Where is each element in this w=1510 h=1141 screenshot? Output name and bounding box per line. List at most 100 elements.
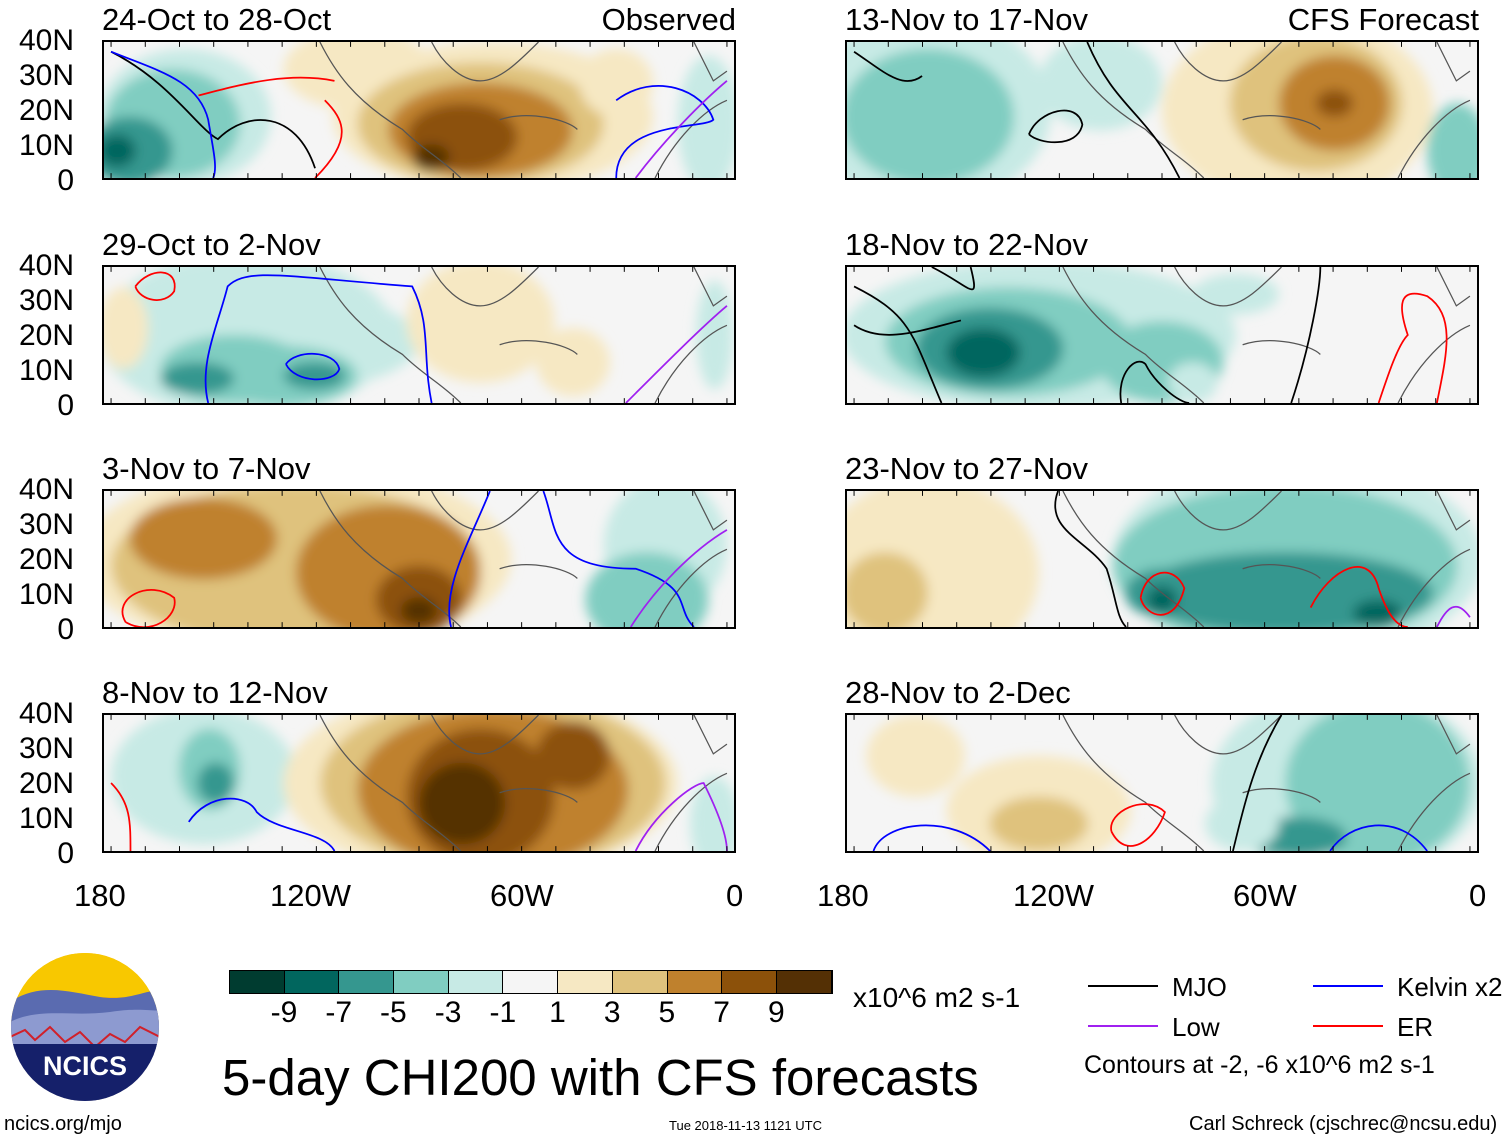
legend-label: Kelvin x2 [1397, 972, 1503, 1002]
coastline [1062, 491, 1471, 627]
latitude-label: 0 [57, 837, 74, 870]
contour-line [625, 305, 728, 403]
contour-line [1139, 566, 1408, 627]
panel-title: 3-Nov to 7-Nov [102, 451, 311, 486]
legend-line [1313, 1025, 1383, 1027]
logo-text: NCICS [43, 1051, 127, 1081]
colorbar-label: -7 [325, 996, 353, 1029]
legend-line [1313, 985, 1383, 987]
latitude-label: 0 [57, 613, 74, 646]
longitude-label: 0 [726, 878, 744, 913]
legend-label: MJO [1172, 972, 1227, 1002]
anomaly-region [585, 552, 709, 627]
latitude-label: 20N [18, 767, 74, 800]
anomaly-region [1426, 103, 1477, 178]
colorbar-swatch [394, 971, 449, 993]
chi200-anomaly-field [866, 715, 1477, 851]
longitude-label: 180 [74, 878, 126, 913]
anomaly-region [1285, 715, 1470, 851]
coastline [1062, 267, 1471, 403]
chi200-anomaly-field [104, 267, 734, 403]
coastline [319, 715, 728, 851]
ncics-logo: NCICS [10, 952, 160, 1102]
colorbar-label: 5 [658, 996, 676, 1029]
latitude-label: 10N [18, 354, 74, 387]
chi200-anomaly-field [847, 491, 1477, 627]
anomaly-region [677, 55, 734, 178]
panel-source-label: Observed [601, 2, 736, 37]
contour-line [134, 271, 176, 301]
anomaly-region [129, 497, 278, 580]
contour-line [1054, 491, 1127, 627]
panel-title: 13-Nov to 17-Nov [845, 2, 1088, 37]
anomaly-region [1352, 599, 1403, 627]
anomaly-region [412, 144, 450, 172]
latitude-label: 0 [57, 389, 74, 422]
panel-source-label: CFS Forecast [1287, 2, 1479, 37]
anomaly-region [1146, 586, 1178, 614]
anomaly-region [536, 721, 610, 790]
latitude-label: 10N [18, 802, 74, 835]
map-panel [845, 713, 1479, 853]
contour-line [1329, 824, 1428, 851]
longitude-label: 60W [1233, 878, 1297, 913]
longitude-label: 180 [817, 878, 869, 913]
longitude-label: 60W [490, 878, 554, 913]
contour-note: Contours at -2, -6 x10^6 m2 s-1 [1084, 1051, 1435, 1079]
anomaly-region [104, 134, 136, 168]
contour-line [542, 491, 695, 627]
contour-line [853, 267, 1322, 403]
latitude-label: 40N [18, 249, 74, 282]
anomaly-region [419, 762, 506, 845]
anomaly-region [406, 267, 555, 383]
longitude-label: 120W [1013, 878, 1094, 913]
anomaly-region [1038, 42, 1162, 131]
latitude-label: 40N [18, 24, 74, 57]
contour-line [188, 797, 336, 851]
contour-line [110, 782, 132, 851]
author-credit: Carl Schreck (cjschrec@ncsu.edu) [1189, 1113, 1498, 1135]
contour-line [634, 80, 728, 178]
colorbar-label: 9 [767, 996, 785, 1029]
contour-line [872, 824, 991, 851]
latitude-label: 20N [18, 94, 74, 127]
latitude-label: 30N [18, 732, 74, 765]
colorbar-label: -9 [270, 996, 298, 1029]
chi200-anomaly-field [104, 491, 727, 627]
latitude-label: 40N [18, 697, 74, 730]
colorbar-label: -3 [434, 996, 462, 1029]
chi200-anomaly-field [104, 42, 734, 178]
coastline [319, 267, 728, 403]
contour-line [448, 491, 491, 627]
legend-line [1088, 1025, 1158, 1027]
contour-line [110, 50, 216, 178]
latitude-label: 20N [18, 319, 74, 352]
panel-title: 8-Nov to 12-Nov [102, 675, 328, 710]
contour-line [853, 42, 1181, 178]
colorbar-swatch [612, 971, 668, 993]
map-panel [845, 40, 1479, 180]
contour-line [1110, 803, 1166, 847]
longitude-label: 120W [270, 878, 351, 913]
anomaly-region [283, 362, 346, 390]
colorbar-label: 3 [603, 996, 621, 1029]
figure-title: 5-day CHI200 with CFS forecasts [222, 1049, 979, 1106]
footer-url[interactable]: ncics.org/mjo [4, 1113, 122, 1135]
contour-line [1436, 605, 1471, 627]
contour-line [615, 85, 715, 178]
legend-label: Low [1172, 1012, 1220, 1042]
contour-line [121, 589, 176, 627]
anomaly-region [1315, 89, 1353, 117]
panel-title: 29-Oct to 2-Nov [102, 227, 321, 262]
colorbar-swatch [448, 971, 504, 993]
colorbar-label: 1 [549, 996, 566, 1029]
contour-line [1232, 715, 1283, 851]
contour-line [285, 352, 341, 381]
latitude-label: 30N [18, 284, 74, 317]
contour-line [1377, 292, 1448, 403]
anomaly-region [375, 565, 463, 627]
anomaly-region [946, 328, 1021, 378]
contour-line [204, 274, 433, 403]
contour-line [630, 529, 728, 627]
